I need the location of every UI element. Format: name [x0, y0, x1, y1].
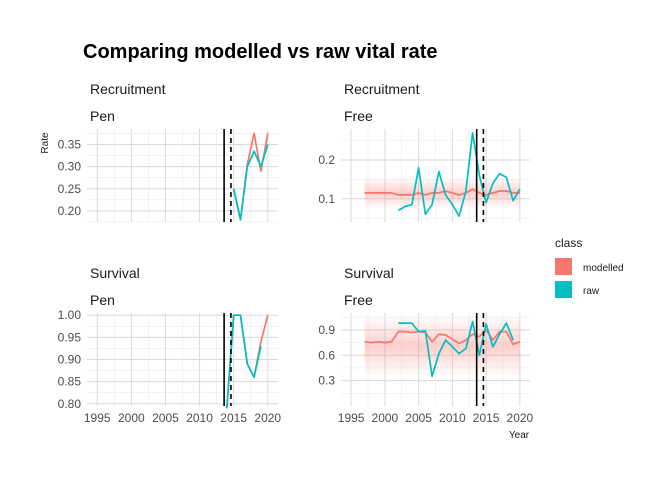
- x-tick-label: 2000: [372, 411, 399, 425]
- y-tick-label: 0.90: [58, 353, 82, 367]
- legend-swatch-raw: [555, 281, 572, 298]
- y-tick-label: 0.85: [58, 375, 82, 389]
- series-line-raw: [398, 320, 514, 378]
- y-tick-label: 1.00: [58, 308, 82, 322]
- series-line-raw: [397, 132, 521, 218]
- x-tick-label: 2005: [152, 411, 179, 425]
- legend: class modelled raw: [555, 236, 624, 298]
- y-tick-label: 0.80: [58, 397, 82, 411]
- legend-label-raw: raw: [583, 286, 600, 297]
- chart-title: Comparing modelled vs raw vital rate: [83, 41, 438, 63]
- y-axis-label: Rate: [40, 132, 51, 154]
- x-tick-label: 2000: [118, 411, 145, 425]
- y-tick-label: 0.2: [318, 153, 335, 167]
- x-tick-label: 2020: [507, 411, 534, 425]
- strip-label-top: Survival: [90, 265, 140, 281]
- x-tick-label: 2010: [439, 411, 466, 425]
- x-tick-label: 2020: [254, 411, 281, 425]
- y-tick-label: 0.35: [58, 138, 82, 152]
- x-tick-label: 1995: [84, 411, 111, 425]
- panel-recruitment-pen: Recruitment Pen 0.20 0.25 0.30 0.35: [58, 81, 278, 223]
- y-tick-label: 0.1: [318, 192, 335, 206]
- x-tick-label: 2010: [186, 411, 213, 425]
- x-axis-label: Year: [509, 430, 530, 441]
- y-tick-label: 0.30: [58, 160, 82, 174]
- strip-label-bottom: Pen: [90, 108, 115, 124]
- legend-title: class: [555, 236, 582, 250]
- panel-survival-pen: Survival Pen 0.80 0.85 0.90 0.95 1.00 1995 2000 2…: [58, 265, 282, 425]
- y-tick-label: 0.95: [58, 330, 82, 344]
- strip-label-top: Recruitment: [344, 81, 420, 97]
- y-tick-label: 0.9: [318, 323, 335, 337]
- series-line-raw: [232, 144, 269, 221]
- x-tick-label: 1995: [338, 411, 365, 425]
- y-tick-label: 0.6: [318, 348, 335, 362]
- panel-survival-free: Survival Free 0.3 0.6 0.9 1995 2000 2005 2010 201…: [318, 265, 533, 425]
- legend-swatch-modelled: [555, 258, 572, 275]
- y-tick-label: 0.25: [58, 182, 82, 196]
- y-tick-label: 0.3: [318, 374, 335, 388]
- panel-recruitment-free: Recruitment Free 0.1 0.2: [318, 81, 530, 222]
- x-tick-label: 2015: [473, 411, 500, 425]
- x-tick-label: 2005: [405, 411, 432, 425]
- strip-label-top: Recruitment: [90, 81, 166, 97]
- legend-label-modelled: modelled: [583, 263, 624, 274]
- strip-label-bottom: Free: [344, 108, 373, 124]
- facet-panels: RecruitmentPen0.200.250.300.35Recruitmen…: [58, 81, 534, 425]
- strip-label-top: Survival: [344, 265, 394, 281]
- strip-label-bottom: Pen: [90, 292, 115, 308]
- x-tick-label: 2015: [220, 411, 247, 425]
- y-tick-label: 0.20: [58, 204, 82, 218]
- series-line-raw: [225, 314, 262, 409]
- strip-label-bottom: Free: [344, 292, 373, 308]
- series-line-modelled: [364, 188, 520, 196]
- series-line-modelled: [364, 329, 521, 346]
